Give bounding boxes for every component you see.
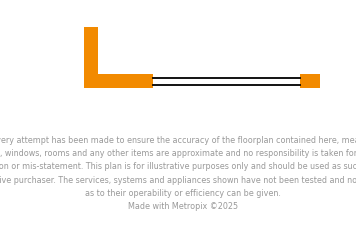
- Bar: [153, 74, 299, 88]
- Text: Whilst every attempt has been made to ensure the accuracy of the floorplan conta: Whilst every attempt has been made to en…: [0, 136, 356, 211]
